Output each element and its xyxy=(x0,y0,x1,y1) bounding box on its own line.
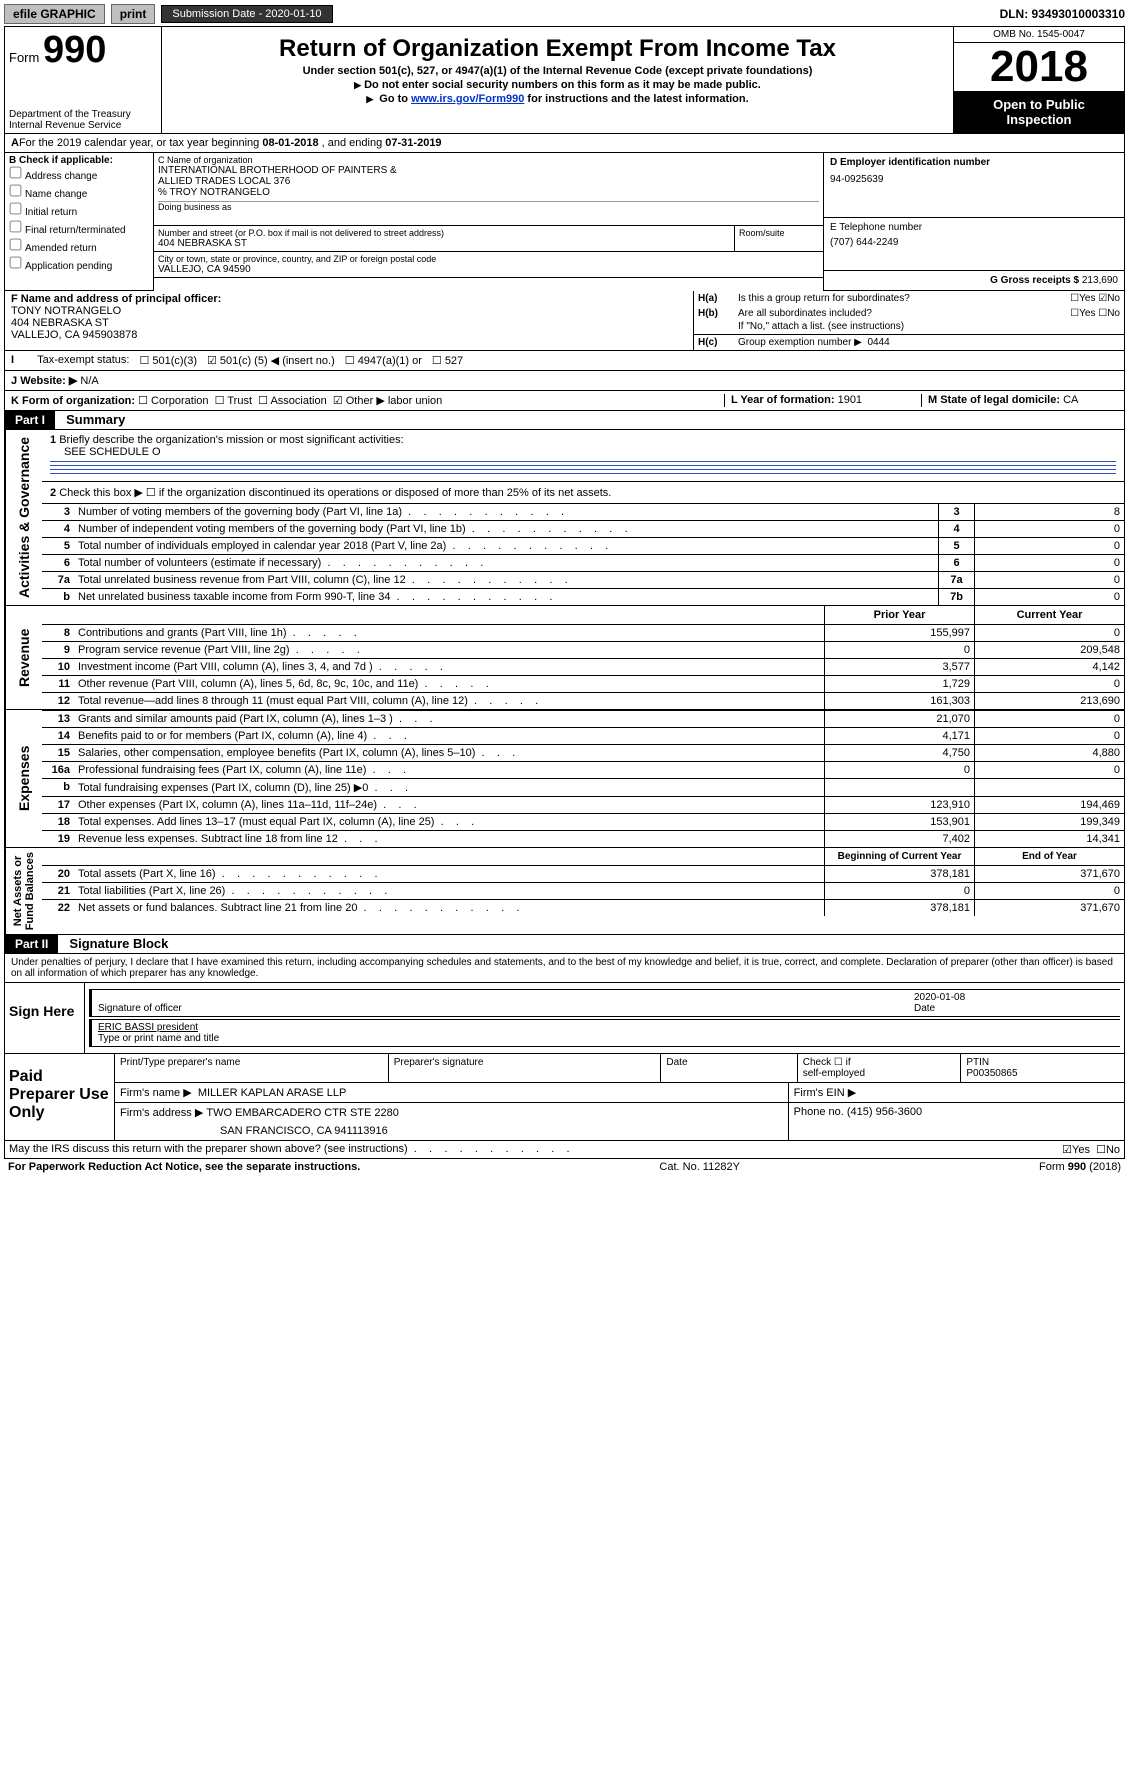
dln-label: DLN: 93493010003310 xyxy=(1000,7,1125,21)
open-public-badge: Open to Public Inspection xyxy=(954,91,1124,133)
check-address-change[interactable] xyxy=(10,167,22,179)
data-row: 11Other revenue (Part VIII, column (A), … xyxy=(42,675,1124,692)
box-c: C Name of organization INTERNATIONAL BRO… xyxy=(153,153,824,291)
data-row: 17Other expenses (Part IX, column (A), l… xyxy=(42,796,1124,813)
tax-year: 2018 xyxy=(954,43,1124,91)
box-f-h: F Name and address of principal officer:… xyxy=(5,291,1124,350)
section-revenue: Revenue Prior Year Current Year 8Contrib… xyxy=(5,605,1124,709)
print-button[interactable]: print xyxy=(111,4,156,24)
top-toolbar: efile GRAPHIC print Submission Date - 20… xyxy=(4,4,1125,24)
data-row: 8Contributions and grants (Part VIII, li… xyxy=(42,624,1124,641)
box-b: B Check if applicable: Address change Na… xyxy=(5,153,153,291)
data-row: 20Total assets (Part X, line 16)378,1813… xyxy=(42,865,1124,882)
form-container: Form 990 Department of the Treasury Inte… xyxy=(4,26,1125,1159)
footer: For Paperwork Reduction Act Notice, see … xyxy=(4,1159,1125,1175)
summary-row-7b: bNet unrelated business taxable income f… xyxy=(42,588,1124,605)
box-klm: K Form of organization: ☐ Corporation ☐ … xyxy=(5,390,1124,410)
box-j: J Website: ▶ N/A xyxy=(5,370,1124,390)
section-activities-governance: Activities & Governance 1 Briefly descri… xyxy=(5,430,1124,605)
dept-treasury: Department of the Treasury Internal Reve… xyxy=(9,109,131,131)
box-d-e-g: D Employer identification number 94-0925… xyxy=(824,153,1124,291)
part1-header: Part I Summary xyxy=(5,410,1124,430)
form-subtitle-3: Go to www.irs.gov/Form990 for instructio… xyxy=(170,93,945,105)
section-net-assets: Net Assets orFund Balances Beginning of … xyxy=(5,847,1124,934)
efile-graphic-button[interactable]: efile GRAPHIC xyxy=(4,4,105,24)
summary-row-4: 4Number of independent voting members of… xyxy=(42,520,1124,537)
summary-row-7a: 7aTotal unrelated business revenue from … xyxy=(42,571,1124,588)
summary-row-5: 5Total number of individuals employed in… xyxy=(42,537,1124,554)
data-row: 14Benefits paid to or for members (Part … xyxy=(42,727,1124,744)
form990-link[interactable]: www.irs.gov/Form990 xyxy=(411,93,524,105)
discuss-row: May the IRS discuss this return with the… xyxy=(5,1140,1124,1158)
data-row: 12Total revenue—add lines 8 through 11 (… xyxy=(42,692,1124,709)
perjury-declaration: Under penalties of perjury, I declare th… xyxy=(5,954,1124,982)
data-row: 21Total liabilities (Part X, line 26)00 xyxy=(42,882,1124,899)
form-header: Form 990 Department of the Treasury Inte… xyxy=(5,27,1124,134)
header-grid-bcd: B Check if applicable: Address change Na… xyxy=(5,152,1124,291)
form-number: Form 990 xyxy=(9,29,157,72)
signature-block: Sign Here Signature of officer 2020-01-0… xyxy=(5,982,1124,1053)
data-row: 15Salaries, other compensation, employee… xyxy=(42,744,1124,761)
section-expenses: Expenses 13Grants and similar amounts pa… xyxy=(5,709,1124,847)
paid-preparer-block: Paid Preparer Use Only Print/Type prepar… xyxy=(5,1053,1124,1140)
submission-date-badge: Submission Date - 2020-01-10 xyxy=(161,5,332,23)
omb-number: OMB No. 1545-0047 xyxy=(954,27,1124,43)
check-name-change[interactable] xyxy=(10,185,22,197)
summary-row-6: 6Total number of volunteers (estimate if… xyxy=(42,554,1124,571)
data-row: bTotal fundraising expenses (Part IX, co… xyxy=(42,778,1124,796)
line-a: AFor the 2019 calendar year, or tax year… xyxy=(5,134,1124,152)
form-subtitle-2: Do not enter social security numbers on … xyxy=(170,79,945,91)
data-row: 13Grants and similar amounts paid (Part … xyxy=(42,710,1124,727)
check-final-return[interactable] xyxy=(10,221,22,233)
data-row: 9Program service revenue (Part VIII, lin… xyxy=(42,641,1124,658)
box-i: I Tax-exempt status: ☐ 501(c)(3) ☑ 501(c… xyxy=(5,350,1124,370)
check-application-pending[interactable] xyxy=(10,257,22,269)
check-initial-return[interactable] xyxy=(10,203,22,215)
data-row: 16aProfessional fundraising fees (Part I… xyxy=(42,761,1124,778)
form-title: Return of Organization Exempt From Incom… xyxy=(170,35,945,63)
form-subtitle-1: Under section 501(c), 527, or 4947(a)(1)… xyxy=(170,65,945,77)
data-row: 10Investment income (Part VIII, column (… xyxy=(42,658,1124,675)
summary-row-3: 3Number of voting members of the governi… xyxy=(42,503,1124,520)
data-row: 19Revenue less expenses. Subtract line 1… xyxy=(42,830,1124,847)
part2-header: Part II Signature Block xyxy=(5,934,1124,954)
data-row: 18Total expenses. Add lines 13–17 (must … xyxy=(42,813,1124,830)
data-row: 22Net assets or fund balances. Subtract … xyxy=(42,899,1124,916)
check-amended-return[interactable] xyxy=(10,239,22,251)
